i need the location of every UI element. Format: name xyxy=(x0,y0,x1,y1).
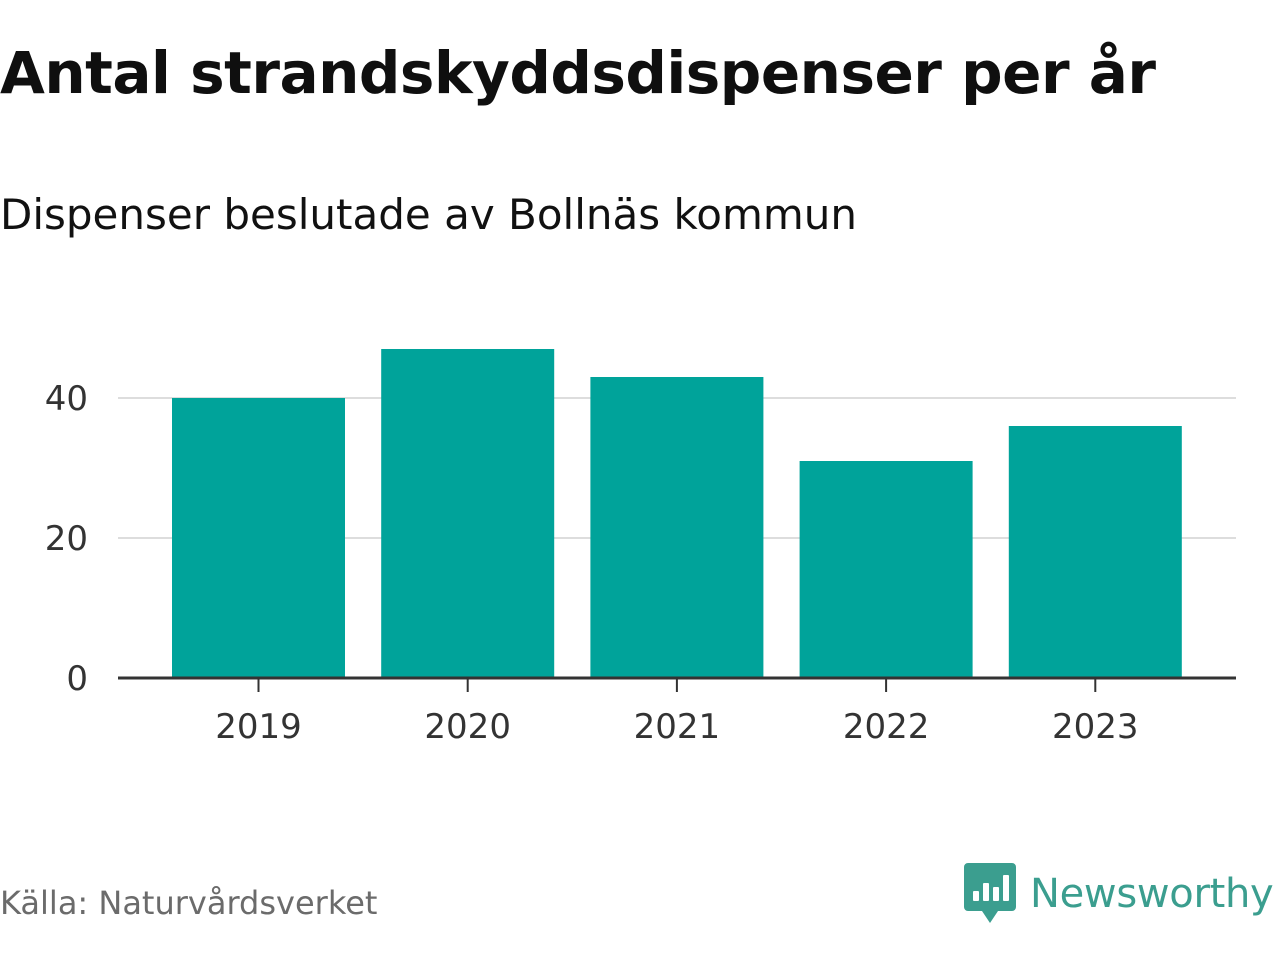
bar-2023 xyxy=(1008,426,1182,678)
x-tick-label: 2019 xyxy=(215,707,302,747)
bar-2022 xyxy=(799,461,973,678)
brand-logo: Newsworthy xyxy=(964,862,1274,926)
x-tick-label: 2020 xyxy=(424,707,511,747)
source-note: Källa: Naturvårdsverket xyxy=(0,884,378,922)
y-axis-ticks: 0 20 40 xyxy=(45,379,88,699)
chart-subtitle: Dispenser beslutade av Bollnäs kommun xyxy=(0,190,858,239)
brand-name: Newsworthy xyxy=(1030,871,1274,917)
chart-title: Antal strandskyddsdispenser per år xyxy=(0,39,1156,107)
y-tick-label: 40 xyxy=(45,379,88,419)
bar-2021 xyxy=(590,377,764,678)
x-axis-ticks: 2019 2020 2021 2022 2023 xyxy=(215,678,1139,747)
x-tick-label: 2023 xyxy=(1052,707,1139,747)
bar-2020 xyxy=(381,349,555,678)
bar-2019 xyxy=(172,398,345,678)
bars xyxy=(172,349,1182,678)
x-tick-label: 2022 xyxy=(843,707,930,747)
y-tick-label: 0 xyxy=(66,659,88,699)
chat-bubble-chart-icon xyxy=(964,863,1016,923)
y-tick-label: 20 xyxy=(45,519,88,559)
x-tick-label: 2021 xyxy=(634,707,721,747)
